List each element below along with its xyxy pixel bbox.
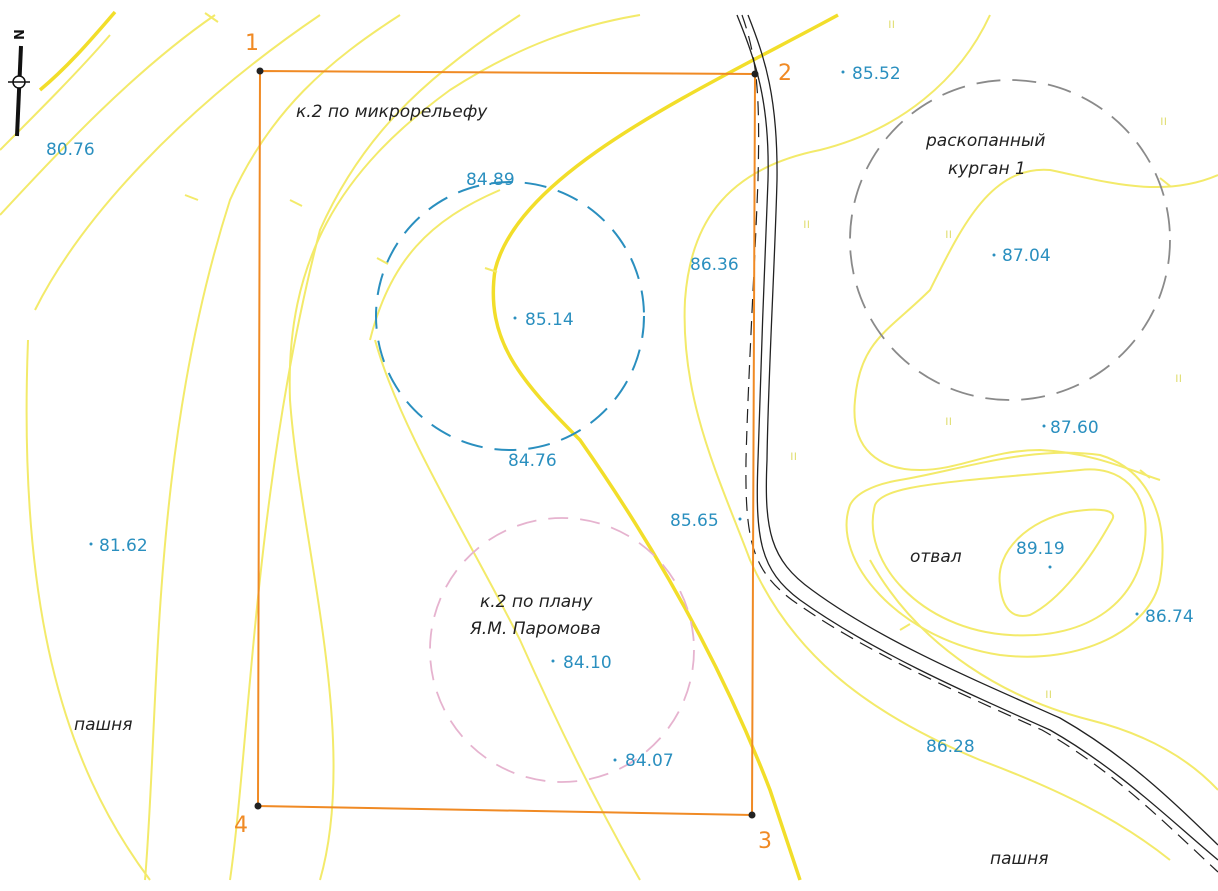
- corner-label-4: 4: [234, 813, 248, 838]
- grass-mark: ıı: [803, 217, 810, 232]
- contour-tick: [184, 194, 199, 201]
- contour-right-1: [683, 14, 1171, 861]
- elevation-label: 80.76: [46, 140, 95, 160]
- corner-label-2: 2: [778, 61, 792, 86]
- elevation-dot: [513, 316, 517, 320]
- elevation-dot: [738, 517, 742, 521]
- elevation-dot: [613, 758, 617, 762]
- contours: [0, 10, 1218, 881]
- elevation-label: 85.14: [525, 310, 574, 330]
- contour-main-bold: [491, 13, 839, 881]
- contour-left-4: [144, 14, 401, 881]
- excavated-kurgan-circle: [849, 79, 1171, 401]
- corner-point-4: [254, 802, 262, 810]
- elevation-label: 86.28: [926, 737, 975, 757]
- grass-mark: ıı: [1175, 371, 1182, 386]
- elevation-dot: [1048, 565, 1052, 569]
- grass-mark: ıı: [790, 449, 797, 464]
- road-line-inner: [747, 14, 1218, 846]
- grass-mark: ıı: [1045, 687, 1052, 702]
- road: [736, 14, 1218, 873]
- contour-otval-mid: [871, 468, 1147, 637]
- contour-tick: [204, 12, 219, 23]
- kurgan-circles: [375, 79, 1171, 783]
- contour-tick: [1159, 177, 1171, 187]
- elevation-labels: 80.76 85.52 84.89 86.36 87.04 85.14 84.7…: [46, 64, 1194, 771]
- contour-tick: [899, 623, 911, 631]
- kurgan-plan-circle: [429, 517, 695, 783]
- contour-top-left-bold: [38, 10, 117, 92]
- label-plan-line-1: к.2 по плану: [480, 592, 593, 612]
- elevation-label: 85.52: [852, 64, 901, 84]
- corner-label-1: 1: [245, 31, 259, 56]
- label-microrelief: к.2 по микрорельефу: [296, 102, 488, 122]
- label-pashnya-right: пашня: [990, 849, 1048, 869]
- grass-marks: ıı ıı ıı ıı ıı ıı ıı ıı: [790, 17, 1182, 702]
- elevation-dot: [1135, 612, 1139, 616]
- grass-mark: ıı: [888, 17, 895, 32]
- road-line-outer: [736, 14, 1218, 861]
- contour-tick: [376, 257, 389, 265]
- elevation-label: 84.07: [625, 751, 674, 771]
- elevation-dots: [89, 70, 1139, 762]
- elevation-label: 86.36: [690, 255, 739, 275]
- contour-tick: [1139, 469, 1151, 479]
- label-kurgan-line-1: раскопанный: [925, 131, 1045, 151]
- grass-mark: ıı: [945, 414, 952, 429]
- kurgan-microrelief-circle: [375, 181, 645, 451]
- elevation-label: 87.04: [1002, 246, 1051, 266]
- excavation-boundary: 1 2 3 4: [234, 31, 792, 854]
- elevation-label: 81.62: [99, 536, 148, 556]
- elevation-label: 84.89: [466, 170, 515, 190]
- elevation-dot: [1042, 424, 1046, 428]
- north-arrow: N: [8, 29, 30, 137]
- label-otval: отвал: [910, 547, 962, 567]
- contour-left-1: [0, 34, 111, 151]
- contour-left-5: [229, 14, 521, 881]
- elevation-label: 84.10: [563, 653, 612, 673]
- contour-otval-inner: [998, 508, 1115, 617]
- elevation-dot: [992, 253, 996, 257]
- corner-point-2: [751, 70, 759, 78]
- label-kurgan-line-2: курган 1: [948, 159, 1026, 179]
- north-letter: N: [13, 29, 28, 40]
- map-labels: к.2 по микрорельефу раскопанный курган 1…: [74, 102, 1048, 869]
- elevation-label: 86.74: [1145, 607, 1194, 627]
- corner-point-1: [256, 67, 264, 75]
- contour-left-3: [25, 14, 321, 881]
- elevation-label: 87.60: [1050, 418, 1099, 438]
- contour-tick: [289, 199, 303, 207]
- contour-tick: [484, 267, 498, 273]
- elevation-label: 84.76: [508, 451, 557, 471]
- contour-left-6: [288, 14, 641, 881]
- contour-right-2: [853, 168, 1218, 481]
- grass-mark: ıı: [1160, 114, 1167, 129]
- elevation-label: 85.65: [670, 511, 719, 531]
- elevation-dot: [551, 659, 555, 663]
- contour-mid-1: [369, 189, 641, 881]
- road-dashed: [741, 14, 1218, 873]
- contour-left-2: [0, 14, 216, 216]
- label-plan-line-2: Я.М. Паромова: [469, 619, 601, 639]
- corner-label-3: 3: [758, 829, 772, 854]
- elevation-dot: [841, 70, 845, 74]
- grass-mark: ıı: [945, 227, 952, 242]
- corner-point-3: [748, 811, 756, 819]
- north-arrow-shaft: [15, 45, 23, 137]
- elevation-dot: [89, 542, 93, 546]
- contour-bottom-right: [869, 559, 1218, 791]
- label-pashnya-left: пашня: [74, 715, 132, 735]
- elevation-label: 89.19: [1016, 539, 1065, 559]
